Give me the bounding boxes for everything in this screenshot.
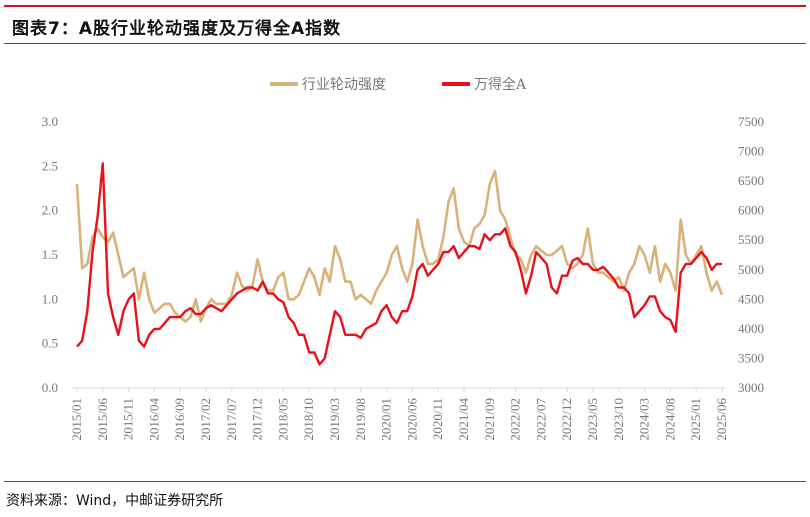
x-tick-label: 2019/08 [353, 398, 368, 441]
x-tick-label: 2017/07 [224, 398, 239, 441]
source-note: 资料来源：Wind，中邮证券研究所 [6, 493, 224, 509]
y-left-tick-label: 1.5 [42, 247, 58, 262]
y-right-tick-label: 6500 [738, 173, 764, 188]
x-tick-label: 2018/10 [301, 398, 316, 441]
x-tick-label: 2023/10 [611, 398, 626, 441]
x-tick-label: 2022/07 [533, 398, 548, 441]
y-right-tick-label: 7000 [738, 144, 764, 159]
x-tick-label: 2016/09 [172, 398, 187, 441]
x-tick-label: 2024/08 [662, 398, 677, 441]
x-tick-label: 2025/06 [714, 398, 729, 441]
y-left-tick-label: 0.5 [42, 336, 58, 351]
x-tick-label: 2022/02 [508, 398, 523, 441]
x-tick-label: 2022/12 [559, 398, 574, 441]
y-left-tick-label: 1.0 [42, 291, 58, 306]
x-tick-label: 2023/05 [585, 398, 600, 441]
x-tick-label: 2025/01 [688, 398, 703, 441]
top-rule [4, 5, 806, 7]
y-right-tick-label: 7500 [738, 114, 764, 129]
x-tick-label: 2015/01 [69, 398, 84, 441]
y-left-tick-label: 0.0 [42, 380, 58, 395]
x-tick-label: 2017/12 [250, 398, 265, 441]
y-right-tick-label: 4500 [738, 291, 764, 306]
x-tick-label: 2018/05 [275, 398, 290, 441]
x-tick-label: 2020/06 [404, 398, 419, 441]
y-right-tick-label: 3500 [738, 350, 764, 365]
series-line-rotation [75, 169, 724, 323]
source-rule [4, 481, 806, 482]
chart-title: 图表7：A股行业轮动强度及万得全A指数 [12, 19, 342, 39]
x-tick-label: 2020/11 [430, 398, 445, 440]
x-tick-label: 2021/04 [456, 398, 471, 441]
y-left-tick-label: 2.0 [42, 203, 58, 218]
x-tick-label: 2015/06 [95, 398, 110, 441]
y-right-tick-label: 5500 [738, 232, 764, 247]
x-tick-label: 2019/03 [327, 398, 342, 441]
legend-label-winda: 万得全A [474, 76, 527, 93]
x-tick-label: 2021/09 [482, 398, 497, 441]
y-right-tick-label: 6000 [738, 203, 764, 218]
x-tick-label: 2024/03 [637, 398, 652, 441]
legend-label-rotation: 行业轮动强度 [302, 77, 386, 93]
line-chart: 行业轮动强度 万得全A 0.0 0.5 1.0 1.5 2.0 2.5 3.0 3000 350… [42, 76, 764, 441]
title-rule [4, 43, 806, 44]
y-right-tick-label: 4000 [738, 321, 764, 336]
y-left-tick-label: 2.5 [42, 158, 58, 173]
x-tick-label: 2017/02 [198, 398, 213, 441]
x-tick-label: 2016/04 [146, 398, 161, 441]
x-tick-label: 2015/11 [121, 398, 136, 440]
y-left-tick-label: 3.0 [42, 114, 58, 129]
y-right-tick-label: 3000 [738, 380, 764, 395]
x-tick-label: 2020/01 [379, 398, 394, 441]
series-line-winda [76, 162, 722, 366]
legend: 行业轮动强度 万得全A [270, 76, 527, 93]
y-right-tick-label: 5000 [738, 262, 764, 277]
